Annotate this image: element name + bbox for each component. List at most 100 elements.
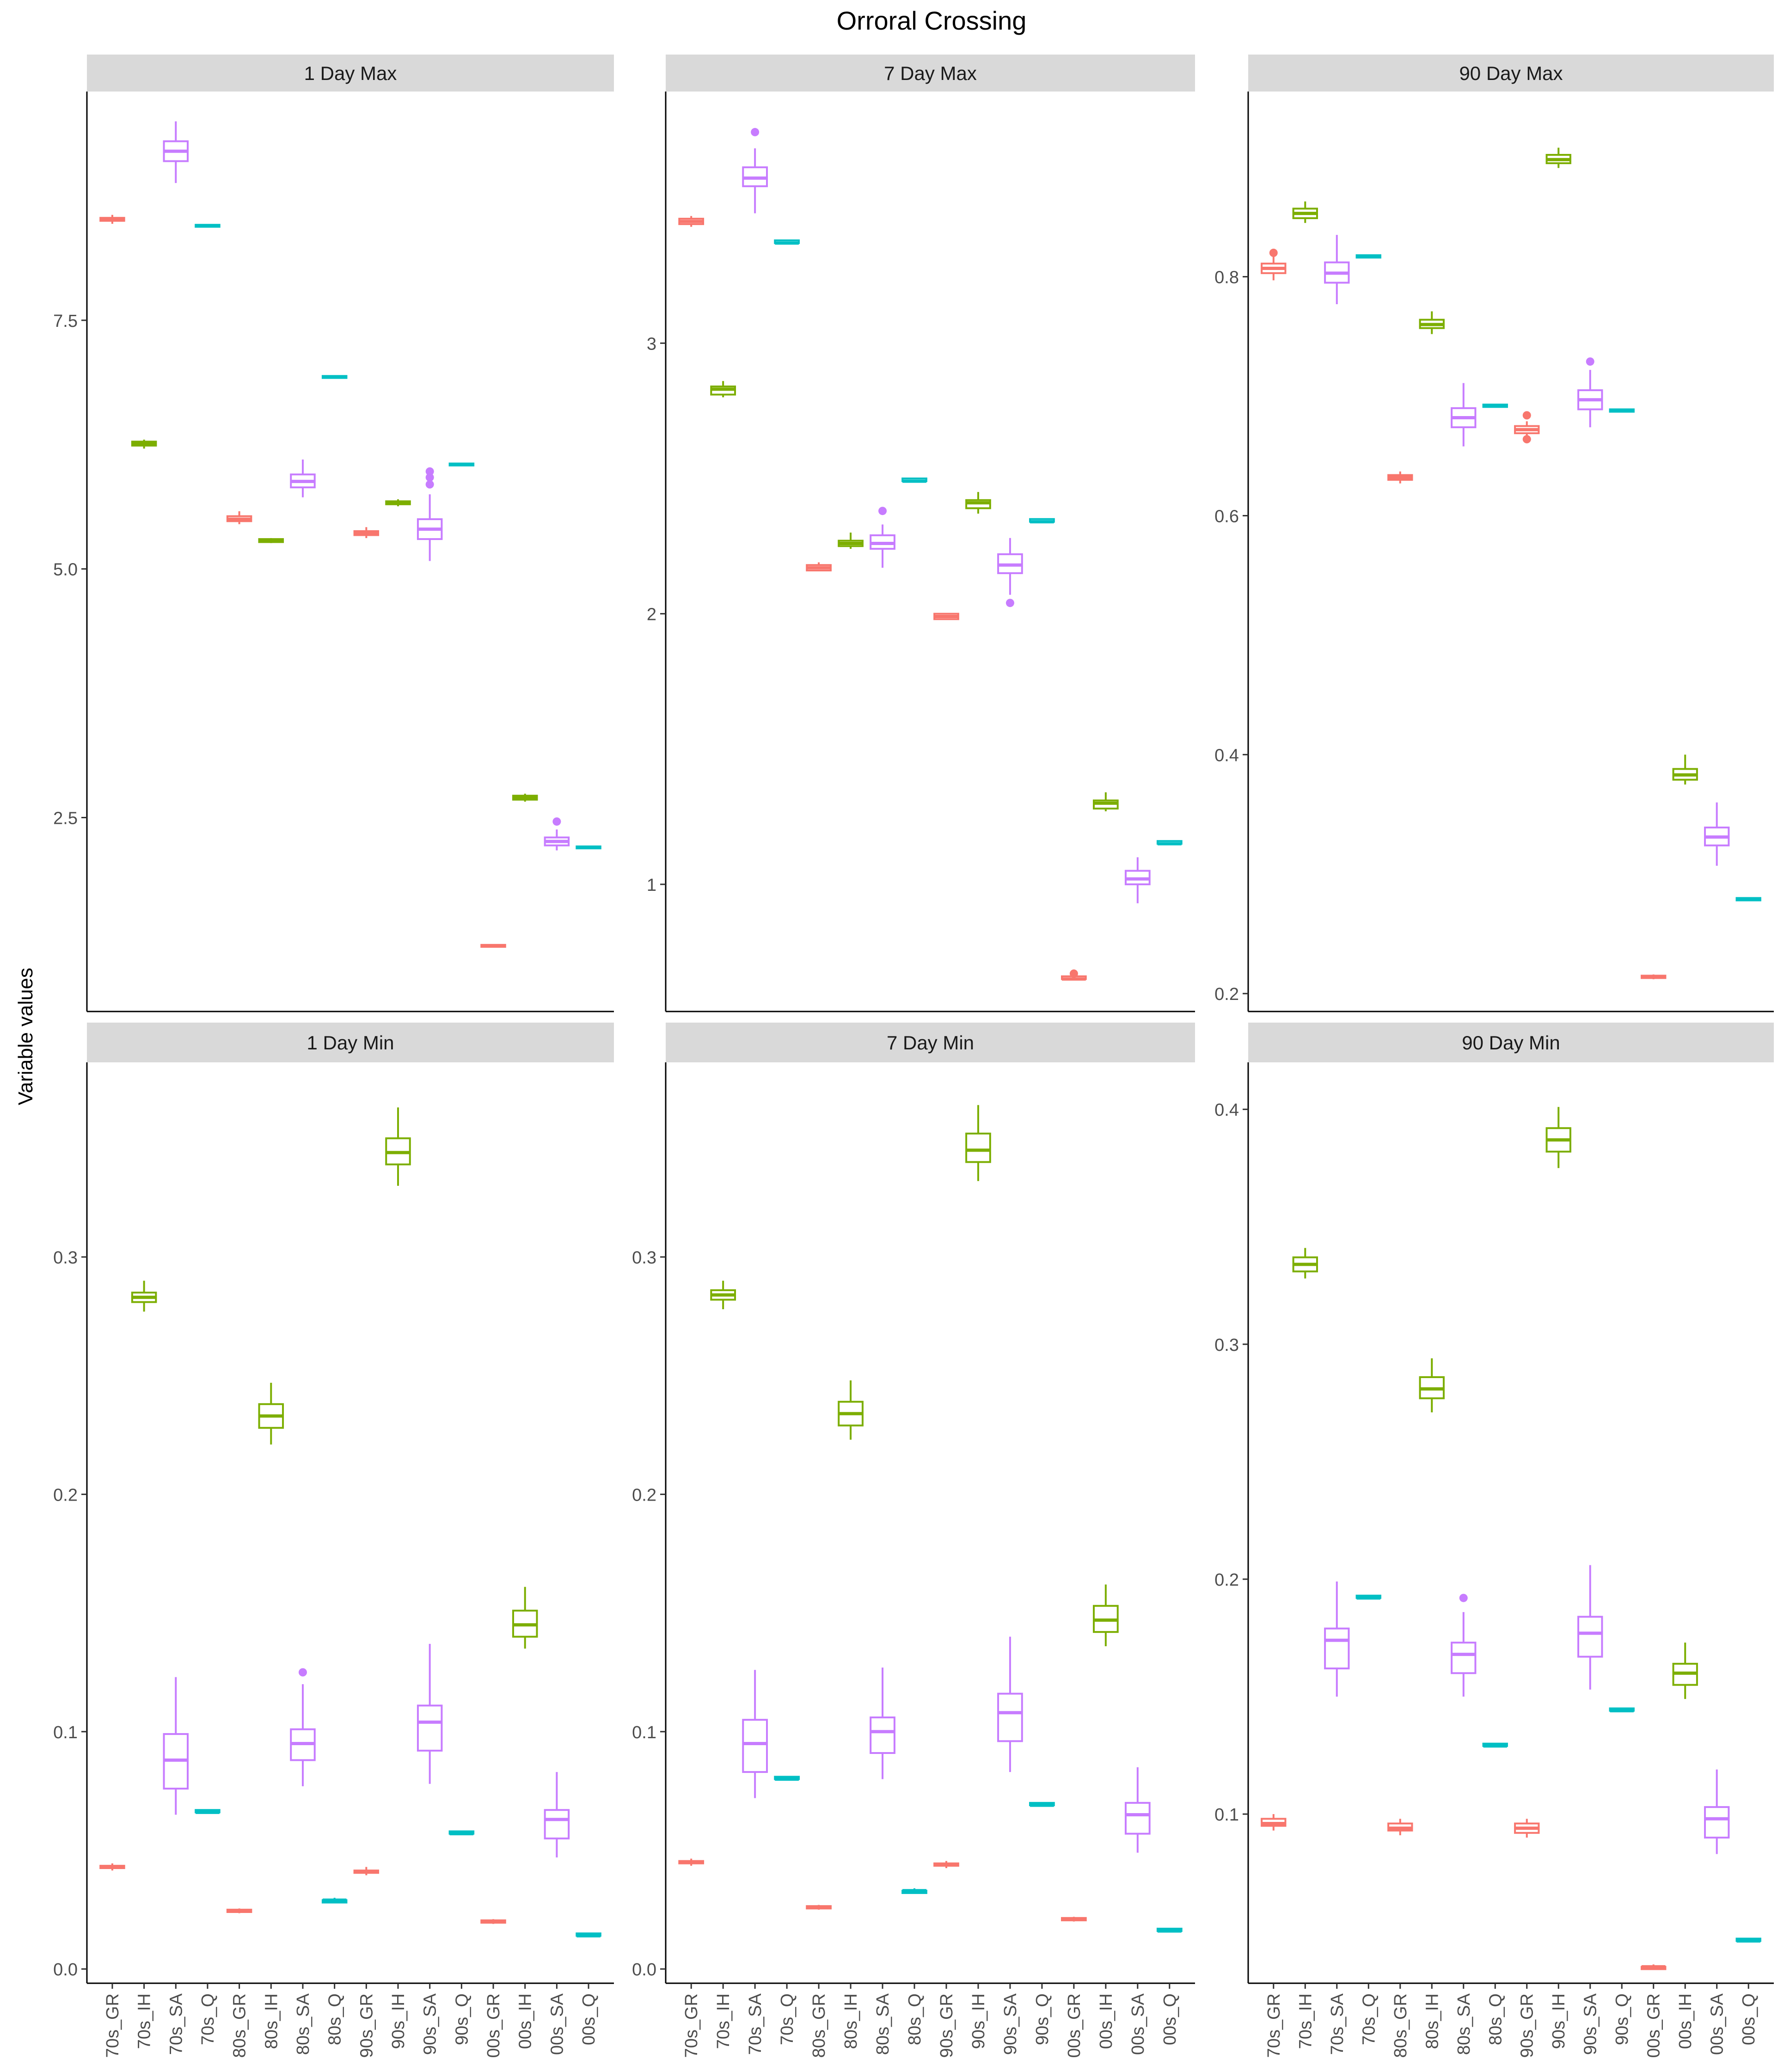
box-90s_GR: [933, 613, 959, 620]
x-tick-label: 80s_IH: [1422, 1993, 1442, 2049]
box-00s_IH: [1672, 754, 1698, 785]
x-tick-label: 80s_Q: [1486, 1993, 1505, 2045]
box-90s_Q: [1609, 408, 1635, 413]
box-80s_IH: [838, 533, 864, 549]
x-tick-label: 00s_IH: [516, 1993, 535, 2049]
box-80s_SA: [290, 1668, 316, 1786]
x-tick-label: 00s_Q: [579, 1993, 599, 2045]
x-tick-label: 90s_GR: [1518, 1993, 1537, 2058]
box-70s_Q: [195, 224, 221, 228]
x-tick-label: 70s_SA: [166, 1993, 186, 2055]
x-tick-label: 00s_GR: [484, 1993, 503, 2058]
box-70s_SA: [742, 128, 768, 214]
y-tick-label: 0.3: [1214, 1336, 1239, 1355]
x-tick-label: 70s_IH: [714, 1993, 733, 2049]
box-outlier: [425, 473, 434, 482]
x-tick-label: 70s_SA: [746, 1993, 765, 2055]
y-tick-label: 3: [647, 334, 656, 354]
x-tick-label: 70s_IH: [135, 1993, 154, 2049]
box-90s_GR: [1514, 1819, 1540, 1838]
box-70s_Q: [1355, 254, 1381, 259]
box-00s_SA: [1704, 802, 1730, 866]
x-tick-label: 00s_Q: [1739, 1993, 1759, 2045]
box-70s_Q: [774, 239, 800, 245]
box-iqr: [997, 1692, 1023, 1742]
y-tick-label: 0.4: [1214, 746, 1239, 765]
box-iqr: [742, 1719, 768, 1773]
box-00s_Q: [1156, 1927, 1183, 1933]
box-00s_IH: [512, 1587, 538, 1649]
box-90s_Q: [448, 1830, 475, 1836]
box-70s_GR: [1261, 248, 1287, 281]
box-outlier: [1269, 248, 1278, 257]
box-00s_SA: [1704, 1769, 1730, 1854]
box-70s_IH: [131, 439, 157, 449]
facet-panel: 7 Day Min 0.0 0.1 0.2 0.3 70s_GR 70s_IH 70s_SA 7…: [632, 1023, 1195, 2058]
facet-panel: 1 Day Max 2.5 5.0 7.5: [53, 55, 614, 1012]
x-tick-label: 70s_Q: [198, 1993, 218, 2045]
box-outlier: [751, 128, 760, 136]
box-00s_GR: [480, 1919, 506, 1924]
box-00s_IH: [1093, 1584, 1119, 1646]
facet-strip: [666, 1023, 1195, 1062]
x-tick-label: 70s_IH: [1296, 1993, 1315, 2049]
facet-strip: [87, 1023, 614, 1062]
box-00s_GR: [1061, 1917, 1087, 1922]
x-tick-label: 80s_SA: [873, 1993, 893, 2055]
facet-panels: 1 Day Max 2.5 5.0 7.5 7 Day Max 1 2 3 90 Day Max…: [53, 55, 1774, 2058]
box-iqr: [544, 1809, 570, 1839]
box-90s_IH: [965, 1105, 991, 1181]
box-00s_IH: [1672, 1643, 1698, 1699]
box-90s_IH: [385, 1107, 411, 1186]
facet-panel: 1 Day Min 0.0 0.1 0.2 0.3 70s_GR 70s_IH 70s_SA 7…: [53, 1023, 614, 2058]
box-iqr: [1451, 1642, 1477, 1674]
box-outlier: [1522, 411, 1531, 420]
box-80s_Q: [901, 1888, 927, 1894]
box-90s_SA: [1577, 1565, 1603, 1690]
x-tick-label: 90s_GR: [937, 1993, 956, 2058]
box-70s_SA: [1324, 1582, 1350, 1697]
box-00s_Q: [576, 845, 601, 850]
box-70s_SA: [742, 1670, 768, 1798]
y-tick-label: 2.5: [53, 809, 78, 828]
box-80s_IH: [258, 1383, 284, 1445]
box-80s_SA: [1451, 1594, 1477, 1697]
y-tick-label: 0.0: [632, 1960, 656, 1980]
x-tick-label: 70s_GR: [682, 1993, 701, 2058]
box-70s_IH: [1292, 1248, 1318, 1279]
box-80s_GR: [226, 1908, 252, 1913]
x-tick-label: 80s_Q: [905, 1993, 925, 2045]
box-70s_GR: [1261, 1814, 1287, 1831]
box-70s_GR: [678, 1858, 705, 1866]
box-90s_GR: [1514, 411, 1540, 444]
facet-panel: 90 Day Max 0.2 0.4 0.6 0.8: [1214, 55, 1774, 1012]
box-outlier: [1586, 357, 1594, 366]
y-tick-label: 1: [647, 876, 656, 895]
x-tick-label: 00s_IH: [1676, 1993, 1695, 2049]
box-00s_IH: [512, 793, 538, 802]
box-00s_IH: [1093, 792, 1119, 811]
box-70s_IH: [710, 381, 736, 398]
x-tick-label: 00s_SA: [547, 1993, 567, 2055]
box-outlier: [425, 480, 434, 489]
box-iqr: [1124, 1802, 1151, 1835]
x-tick-label: 70s_Q: [1359, 1993, 1379, 2045]
x-tick-label: 90s_IH: [1549, 1993, 1569, 2049]
y-tick-label: 0.2: [632, 1485, 656, 1505]
x-tick-label: 00s_IH: [1097, 1993, 1116, 2049]
y-tick-label: 7.5: [53, 312, 78, 331]
box-80s_SA: [290, 460, 316, 497]
x-tick-label: 90s_SA: [1001, 1993, 1020, 2055]
facet-panel: 7 Day Max 1 2 3: [647, 55, 1195, 1012]
box-00s_GR: [1061, 969, 1087, 981]
box-90s_Q: [448, 462, 475, 466]
box-outlier: [425, 467, 434, 476]
box-90s_GR: [933, 1861, 959, 1868]
box-iqr: [1704, 1806, 1730, 1839]
box-00s_Q: [1735, 897, 1761, 901]
x-tick-label: 00s_GR: [1644, 1993, 1664, 2058]
facet-strip-label: 7 Day Min: [887, 1032, 974, 1054]
x-tick-label: 00s_Q: [1160, 1993, 1180, 2045]
y-tick-label: 0.1: [632, 1723, 656, 1742]
y-tick-label: 0.4: [1214, 1101, 1239, 1120]
